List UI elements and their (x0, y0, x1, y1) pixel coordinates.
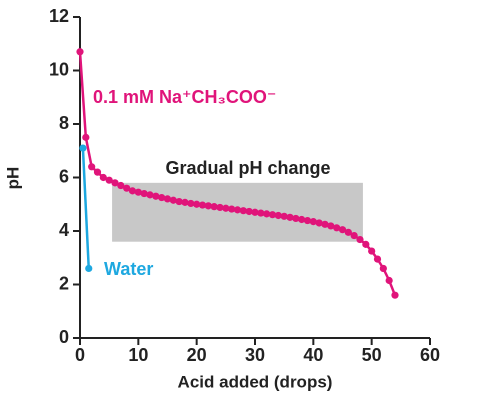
data-point (274, 211, 282, 220)
data-point (233, 206, 242, 214)
data-point (93, 168, 102, 176)
data-point (368, 247, 376, 255)
data-point (140, 189, 148, 198)
series-line (81, 148, 90, 269)
data-point (245, 207, 253, 216)
data-point (350, 231, 358, 240)
data-point (169, 196, 177, 204)
data-point (79, 144, 87, 152)
data-point (338, 226, 347, 234)
data-point (356, 235, 364, 244)
data-point (152, 192, 160, 200)
data-point (298, 215, 306, 224)
x-tick-label: 40 (303, 345, 323, 365)
y-tick-label: 4 (59, 220, 69, 240)
x-tick-label: 60 (420, 345, 440, 365)
y-tick-label: 6 (59, 166, 69, 186)
data-point (228, 205, 236, 213)
x-tick-label: 0 (75, 345, 85, 365)
data-point (210, 203, 218, 211)
data-point (263, 210, 271, 218)
data-point (257, 209, 265, 217)
data-point (198, 201, 207, 209)
x-tick-label: 10 (128, 345, 148, 365)
series-label: 0.1 mM Na⁺CH₃COO⁻ (93, 87, 276, 107)
data-point (362, 240, 370, 248)
data-point (146, 191, 154, 199)
y-tick-label: 10 (49, 59, 69, 79)
data-point (333, 224, 341, 232)
data-point (391, 291, 399, 299)
data-point (327, 222, 335, 230)
data-point (309, 218, 317, 226)
data-point (315, 219, 323, 227)
data-point (175, 197, 183, 206)
data-point (88, 163, 96, 171)
y-tick-label: 0 (59, 327, 69, 347)
data-point (303, 216, 312, 225)
data-point (379, 264, 387, 273)
data-point (292, 214, 300, 223)
y-axis-label: pH (3, 167, 22, 190)
x-tick-label: 30 (245, 345, 265, 365)
y-tick-label: 12 (49, 6, 69, 26)
y-tick-label: 2 (59, 273, 69, 293)
data-point (385, 276, 393, 285)
data-point (222, 204, 230, 212)
data-point (268, 211, 277, 219)
region-label: Gradual pH change (165, 158, 330, 178)
data-point (158, 193, 166, 202)
data-point (134, 188, 142, 196)
x-axis-label: Acid added (drops) (178, 372, 333, 391)
data-point (193, 200, 201, 208)
y-tick-label: 8 (59, 113, 69, 133)
data-point (128, 187, 137, 195)
data-point (123, 184, 131, 192)
data-point (373, 255, 382, 263)
series-label: Water (104, 259, 153, 279)
data-point (163, 195, 172, 203)
data-point (204, 202, 212, 210)
data-point (105, 176, 113, 184)
data-point (280, 212, 288, 220)
data-point (76, 48, 84, 56)
data-point (239, 207, 247, 215)
data-point (99, 173, 107, 182)
data-point (321, 220, 329, 228)
data-point (111, 179, 119, 187)
data-point (117, 181, 125, 190)
x-tick-label: 20 (187, 345, 207, 365)
data-point (251, 208, 259, 216)
data-point (344, 228, 352, 236)
data-point (82, 133, 90, 141)
data-point (286, 213, 294, 221)
data-point (187, 199, 195, 208)
data-point (85, 264, 93, 273)
data-point (216, 203, 224, 212)
x-tick-label: 50 (362, 345, 382, 365)
data-point (181, 198, 189, 206)
